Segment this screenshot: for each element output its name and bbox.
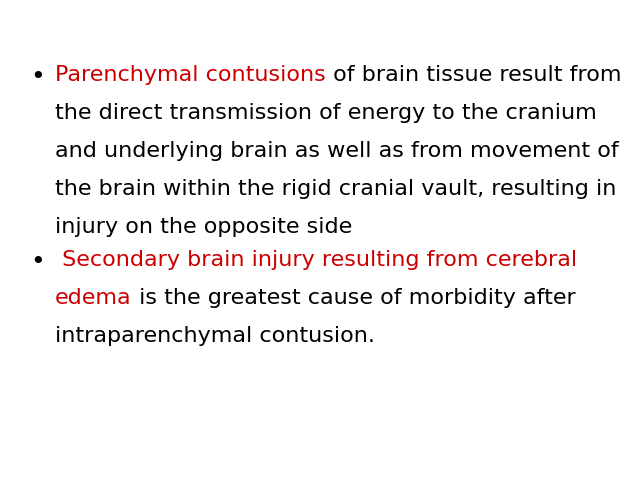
Text: Parenchymal contusions: Parenchymal contusions [55, 65, 326, 85]
Text: of brain tissue result from: of brain tissue result from [326, 65, 621, 85]
Text: the brain within the rigid cranial vault, resulting in: the brain within the rigid cranial vault… [55, 179, 616, 199]
Text: and underlying brain as well as from movement of: and underlying brain as well as from mov… [55, 141, 619, 161]
Text: the direct transmission of energy to the cranium: the direct transmission of energy to the… [55, 103, 596, 123]
Text: •: • [30, 65, 45, 89]
Text: edema: edema [55, 288, 132, 308]
Text: Secondary brain injury resulting from cerebral: Secondary brain injury resulting from ce… [55, 250, 577, 270]
Text: injury on the opposite side: injury on the opposite side [55, 217, 352, 237]
Text: is the greatest cause of morbidity after: is the greatest cause of morbidity after [132, 288, 575, 308]
Text: •: • [30, 250, 45, 274]
Text: intraparenchymal contusion.: intraparenchymal contusion. [55, 326, 375, 346]
